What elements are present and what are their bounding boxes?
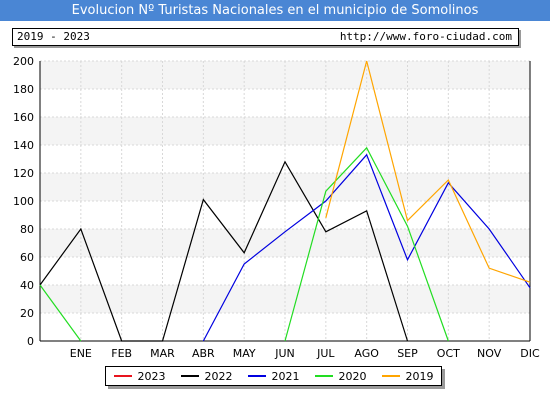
legend-item-2019: 2019 (381, 369, 434, 383)
x-tick-label: NOV (477, 347, 502, 360)
legend-swatch (314, 375, 333, 377)
legend-swatch (180, 375, 199, 377)
legend-item-2021: 2021 (247, 369, 300, 383)
legend-label: 2022 (204, 369, 233, 383)
x-tick-label: JUN (274, 347, 295, 360)
legend-item-2022: 2022 (180, 369, 233, 383)
y-tick-label: 100 (13, 195, 34, 208)
x-tick-label: SEP (397, 347, 418, 360)
y-tick-label: 80 (20, 223, 34, 236)
x-tick-label: AGO (354, 347, 379, 360)
x-tick-label: ABR (192, 347, 215, 360)
chart-title: Evolucion Nº Turistas Nacionales en el m… (0, 0, 550, 21)
x-tick-label: MAR (150, 347, 175, 360)
y-tick-label: 60 (20, 251, 34, 264)
series-line-2022 (39, 160, 409, 342)
legend-label: 2023 (137, 369, 166, 383)
legend-swatch (381, 375, 400, 377)
y-tick-label: 120 (13, 167, 34, 180)
series-line-2021 (202, 153, 531, 342)
y-tick-label: 0 (27, 335, 34, 348)
x-tick-label: MAY (233, 347, 256, 360)
legend-item-2023: 2023 (113, 369, 166, 383)
legend-swatch (113, 375, 132, 377)
source-url[interactable]: http://www.foro-ciudad.com (339, 30, 512, 43)
series-line-2020 (284, 146, 449, 342)
legend-swatch (247, 375, 266, 377)
series-line-2020 (39, 284, 82, 342)
y-tick-label: 200 (13, 55, 34, 68)
x-tick-label: OCT (437, 347, 460, 360)
year-range: 2019 - 2023 (17, 30, 90, 43)
y-tick-label: 140 (13, 139, 34, 152)
legend-label: 2021 (271, 369, 300, 383)
x-tick-label: DIC (520, 347, 540, 360)
y-tick-label: 40 (20, 279, 34, 292)
y-tick-label: 160 (13, 111, 34, 124)
legend-item-2020: 2020 (314, 369, 367, 383)
x-tick-label: FEB (111, 347, 132, 360)
series-line-2019 (325, 60, 531, 283)
info-box: 2019 - 2023 http://www.foro-ciudad.com (12, 28, 519, 46)
legend-label: 2019 (405, 369, 434, 383)
x-tick-label: ENE (70, 347, 92, 360)
legend-label: 2020 (338, 369, 367, 383)
y-tick-label: 180 (13, 83, 34, 96)
legend: 2023 2022 2021 2020 2019 (105, 366, 442, 386)
x-tick-label: JUL (316, 347, 335, 360)
y-tick-label: 20 (20, 307, 34, 320)
